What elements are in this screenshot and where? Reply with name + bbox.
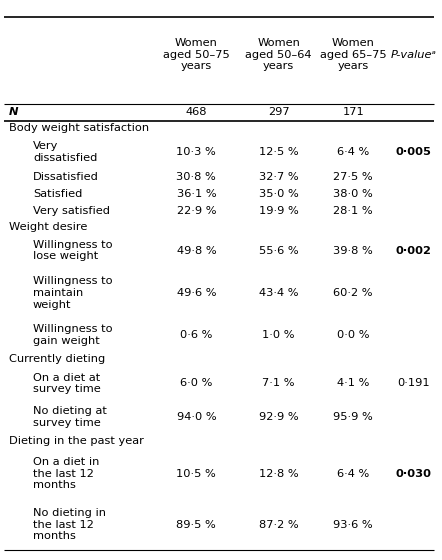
Text: Willingness to
maintain
weight: Willingness to maintain weight — [33, 276, 113, 310]
Text: 19·9 %: 19·9 % — [259, 206, 298, 216]
Text: 12·8 %: 12·8 % — [259, 469, 298, 479]
Text: 12·5 %: 12·5 % — [259, 147, 298, 157]
Text: 39·8 %: 39·8 % — [333, 246, 373, 256]
Text: Very satisfied: Very satisfied — [33, 206, 110, 216]
Text: Willingness to
gain weight: Willingness to gain weight — [33, 324, 113, 346]
Text: 10·5 %: 10·5 % — [176, 469, 216, 479]
Text: 43·4 %: 43·4 % — [259, 288, 298, 298]
Text: No dieting in
the last 12
months: No dieting in the last 12 months — [33, 508, 106, 541]
Text: 10·3 %: 10·3 % — [176, 147, 216, 157]
Text: 55·6 %: 55·6 % — [259, 246, 298, 256]
Text: 35·0 %: 35·0 % — [259, 189, 298, 199]
Text: 93·6 %: 93·6 % — [333, 520, 373, 530]
Text: 0·030: 0·030 — [396, 469, 431, 479]
Text: 60·2 %: 60·2 % — [333, 288, 373, 298]
Text: P-valueᵃ: P-valueᵃ — [390, 50, 436, 59]
Text: Women
aged 65–75
years: Women aged 65–75 years — [320, 38, 386, 71]
Text: 0·191: 0·191 — [397, 379, 430, 389]
Text: 6·4 %: 6·4 % — [337, 469, 369, 479]
Text: 36·1 %: 36·1 % — [176, 189, 216, 199]
Text: On a diet in
the last 12
months: On a diet in the last 12 months — [33, 458, 99, 491]
Text: 95·9 %: 95·9 % — [333, 412, 373, 422]
Text: Very
dissatisfied: Very dissatisfied — [33, 141, 97, 162]
Text: 30·8 %: 30·8 % — [176, 172, 216, 182]
Text: Women
aged 50–75
years: Women aged 50–75 years — [163, 38, 230, 71]
Text: 94·0 %: 94·0 % — [176, 412, 216, 422]
Text: 0·002: 0·002 — [396, 246, 431, 256]
Text: N: N — [9, 107, 18, 117]
Text: 171: 171 — [342, 107, 364, 117]
Text: Dieting in the past year: Dieting in the past year — [9, 436, 144, 446]
Text: On a diet at
survey time: On a diet at survey time — [33, 372, 101, 394]
Text: Weight desire: Weight desire — [9, 222, 87, 232]
Text: Satisfied: Satisfied — [33, 189, 82, 199]
Text: 0·005: 0·005 — [396, 147, 431, 157]
Text: 32·7 %: 32·7 % — [259, 172, 298, 182]
Text: 0·6 %: 0·6 % — [180, 330, 213, 340]
Text: 38·0 %: 38·0 % — [333, 189, 373, 199]
Text: 468: 468 — [186, 107, 207, 117]
Text: 89·5 %: 89·5 % — [176, 520, 216, 530]
Text: 0·0 %: 0·0 % — [337, 330, 370, 340]
Text: 22·9 %: 22·9 % — [176, 206, 216, 216]
Text: 4·1 %: 4·1 % — [337, 379, 370, 389]
Text: Currently dieting: Currently dieting — [9, 354, 105, 365]
Text: 6·4 %: 6·4 % — [337, 147, 369, 157]
Text: 297: 297 — [268, 107, 290, 117]
Text: 1·0 %: 1·0 % — [262, 330, 295, 340]
Text: 28·1 %: 28·1 % — [333, 206, 373, 216]
Text: 49·8 %: 49·8 % — [176, 246, 216, 256]
Text: Willingness to
lose weight: Willingness to lose weight — [33, 240, 113, 262]
Text: Women
aged 50–64
years: Women aged 50–64 years — [245, 38, 312, 71]
Text: 7·1 %: 7·1 % — [262, 379, 295, 389]
Text: Dissatisfied: Dissatisfied — [33, 172, 99, 182]
Text: 92·9 %: 92·9 % — [259, 412, 298, 422]
Text: Body weight satisfaction: Body weight satisfaction — [9, 123, 149, 133]
Text: 87·2 %: 87·2 % — [259, 520, 298, 530]
Text: 6·0 %: 6·0 % — [180, 379, 213, 389]
Text: 49·6 %: 49·6 % — [176, 288, 216, 298]
Text: 27·5 %: 27·5 % — [333, 172, 373, 182]
Text: No dieting at
survey time: No dieting at survey time — [33, 407, 107, 428]
